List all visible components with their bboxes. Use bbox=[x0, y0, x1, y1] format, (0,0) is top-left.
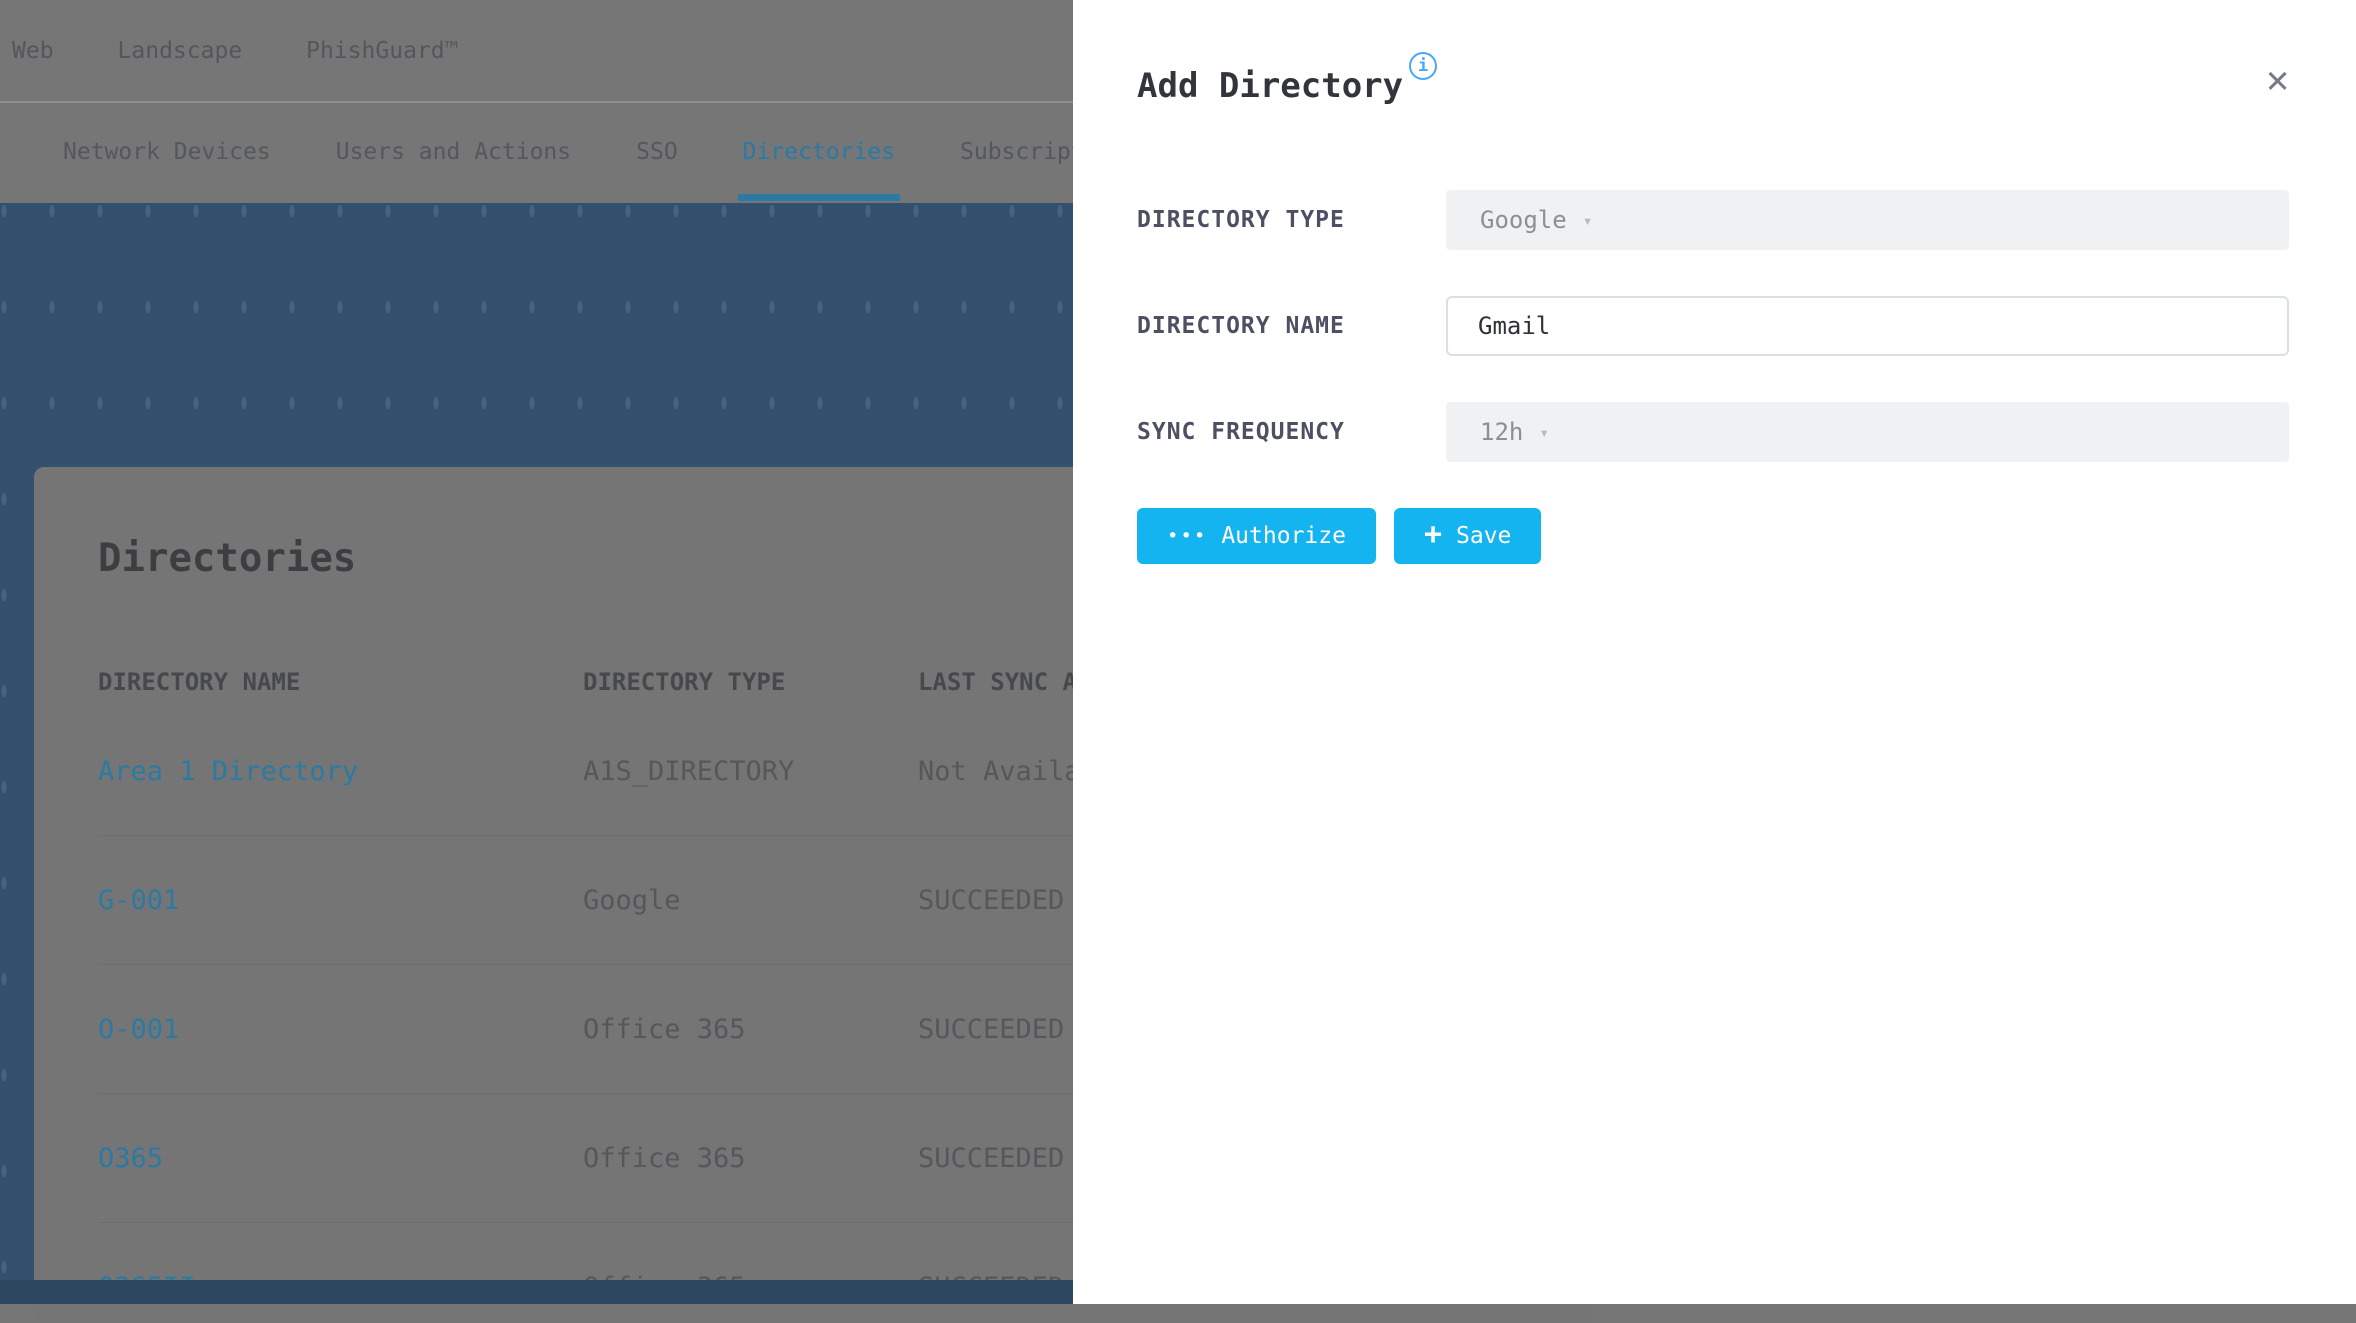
directory-name-label: DIRECTORY NAME bbox=[1137, 313, 1345, 339]
drawer-title: Add Directory bbox=[1137, 66, 1404, 106]
sync-frequency-value: 12h bbox=[1480, 418, 1524, 446]
add-directory-form: DIRECTORY TYPE Google ▾ DIRECTORY NAME S… bbox=[1137, 190, 2289, 564]
table-row: O365 Office 365 SUCCEEDED bbox=[98, 1094, 1594, 1223]
authorize-button[interactable]: ••• Authorize bbox=[1137, 508, 1376, 564]
directory-type-cell: Office 365 bbox=[583, 1142, 746, 1174]
plus-icon: + bbox=[1423, 517, 1443, 552]
directory-type-value: Google bbox=[1480, 206, 1567, 234]
column-header-directory-name: DIRECTORY NAME bbox=[98, 668, 301, 696]
form-row-directory-name: DIRECTORY NAME bbox=[1137, 296, 2289, 356]
sync-frequency-label: SYNC FREQUENCY bbox=[1137, 419, 1345, 445]
close-icon[interactable]: ✕ bbox=[2266, 57, 2289, 101]
form-row-sync-frequency: SYNC FREQUENCY 12h ▾ bbox=[1137, 402, 2289, 462]
directory-link[interactable]: O-001 bbox=[98, 1013, 180, 1045]
directory-link[interactable]: Area 1 Directory bbox=[98, 755, 359, 787]
directory-link[interactable]: G-001 bbox=[98, 884, 180, 916]
chevron-down-icon: ▾ bbox=[1539, 422, 1549, 442]
directory-name-input[interactable] bbox=[1446, 296, 2289, 356]
directory-type-cell: Office 365 bbox=[583, 1013, 746, 1045]
save-button-label: Save bbox=[1456, 523, 1512, 549]
directory-type-cell: A1S_DIRECTORY bbox=[583, 755, 795, 787]
tab-directories[interactable]: Directories bbox=[737, 103, 901, 201]
nav-item-web[interactable]: Web bbox=[12, 37, 54, 64]
directory-type-select[interactable]: Google ▾ bbox=[1446, 190, 2289, 250]
last-sync-cell: SUCCEEDED bbox=[918, 1013, 1065, 1045]
table-row: O-001 Office 365 SUCCEEDED bbox=[98, 965, 1594, 1094]
page-title: Directories bbox=[98, 536, 357, 581]
chevron-down-icon: ▾ bbox=[1582, 210, 1593, 230]
directory-link[interactable]: O365 bbox=[98, 1142, 164, 1174]
last-sync-cell: SUCCEEDED bbox=[918, 884, 1065, 916]
table-header-row: DIRECTORY NAME DIRECTORY TYPE LAST SYNC … bbox=[98, 669, 1594, 695]
last-sync-cell: SUCCEEDED bbox=[918, 1142, 1065, 1174]
nav-item-landscape[interactable]: Landscape bbox=[117, 37, 243, 64]
add-directory-drawer: Add Directory i ✕ DIRECTORY TYPE Google ▾… bbox=[1073, 0, 2356, 1304]
drawer-actions: ••• Authorize + Save bbox=[1137, 508, 2289, 564]
drawer-header: Add Directory i ✕ bbox=[1137, 52, 2289, 110]
sync-frequency-select[interactable]: 12h ▾ bbox=[1446, 402, 2289, 462]
info-icon[interactable]: i bbox=[1409, 52, 1438, 80]
authorize-button-label: Authorize bbox=[1221, 523, 1346, 549]
tab-sso[interactable]: SSO bbox=[636, 139, 678, 165]
directory-name-field-wrap bbox=[1446, 296, 2289, 356]
directory-type-label: DIRECTORY TYPE bbox=[1137, 207, 1345, 233]
tab-users-and-actions[interactable]: Users and Actions bbox=[335, 139, 572, 165]
nav-item-phishguard[interactable]: PhishGuard™ bbox=[306, 37, 459, 64]
table-row: G-001 Google SUCCEEDED bbox=[98, 836, 1594, 965]
form-row-directory-type: DIRECTORY TYPE Google ▾ bbox=[1137, 190, 2289, 250]
save-button[interactable]: + Save bbox=[1393, 508, 1542, 564]
column-header-directory-type: DIRECTORY TYPE bbox=[583, 668, 786, 696]
ellipsis-icon: ••• bbox=[1167, 525, 1208, 547]
tab-network-devices[interactable]: Network Devices bbox=[63, 139, 271, 165]
directory-type-cell: Google bbox=[583, 884, 681, 916]
